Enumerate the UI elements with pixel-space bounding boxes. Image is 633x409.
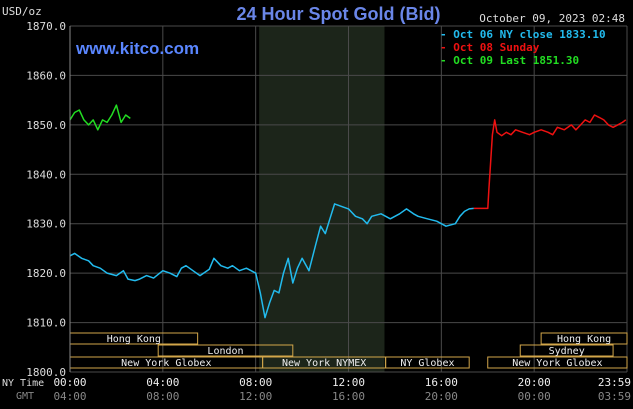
y-tick-label: 1800.0: [26, 366, 66, 379]
x-tick-ny: 20:00: [518, 376, 551, 389]
legend-entry-0: - Oct 06 NY close 1833.10: [440, 28, 606, 41]
legend-entry-2: - Oct 09 Last 1851.30: [440, 54, 579, 67]
series-line-0: [69, 203, 474, 319]
x-tick-gmt: 03:59: [598, 390, 631, 403]
x-axis-gmt-label: GMT: [16, 391, 34, 402]
y-tick-label: 1820.0: [26, 267, 66, 280]
session-label-sessions_mid-0: London: [207, 346, 243, 357]
session-label-sessions_bot-0: New York Globex: [121, 358, 211, 369]
session-box-sessions_top-1: [540, 332, 628, 345]
y-axis-label: USD/oz: [2, 5, 42, 18]
x-axis-ny-label: NY Time: [2, 378, 44, 389]
session-label-sessions_top-1: Hong Kong: [557, 334, 611, 345]
x-tick-gmt: 08:00: [146, 390, 179, 403]
x-tick-gmt: 04:00: [53, 390, 86, 403]
y-tick-label: 1830.0: [26, 218, 66, 231]
series-line-1: [473, 114, 627, 210]
series-line-2: [69, 104, 131, 131]
y-tick-label: 1860.0: [26, 69, 66, 82]
x-tick-gmt: 20:00: [425, 390, 458, 403]
session-label-sessions_bot-2: NY Globex: [400, 358, 454, 369]
y-tick-label: 1870.0: [26, 20, 66, 33]
session-label-sessions_mid-1: Sydney: [549, 346, 585, 357]
session-box-sessions_mid-1: [519, 344, 614, 357]
y-tick-label: 1840.0: [26, 168, 66, 181]
session-box-sessions_mid-0: [157, 344, 294, 357]
x-tick-ny: 08:00: [239, 376, 272, 389]
session-label-sessions_bot-3: New York Globex: [512, 358, 602, 369]
chart-datetime: October 09, 2023 02:48: [479, 12, 625, 25]
x-tick-ny: 00:00: [53, 376, 86, 389]
kitco-website-label: www.kitco.com: [75, 39, 199, 58]
x-tick-ny: 12:00: [332, 376, 365, 389]
x-tick-gmt: 12:00: [239, 390, 272, 403]
session-box-sessions_bot-3: [487, 356, 628, 369]
session-label-sessions_top-0: Hong Kong: [107, 334, 161, 345]
x-tick-gmt: 16:00: [332, 390, 365, 403]
y-tick-label: 1810.0: [26, 317, 66, 330]
session-label-sessions_bot-1: New York NYMEX: [282, 358, 366, 369]
chart-title: 24 Hour Spot Gold (Bid): [237, 4, 441, 24]
x-tick-ny: 16:00: [425, 376, 458, 389]
legend-entry-1: - Oct 08 Sunday: [440, 41, 540, 54]
x-tick-ny: 23:59: [598, 376, 631, 389]
nymex-shaded-region: [259, 26, 385, 372]
x-tick-gmt: 00:00: [518, 390, 551, 403]
x-tick-ny: 04:00: [146, 376, 179, 389]
y-tick-label: 1850.0: [26, 119, 66, 132]
session-box-sessions_bot-2: [385, 356, 470, 369]
